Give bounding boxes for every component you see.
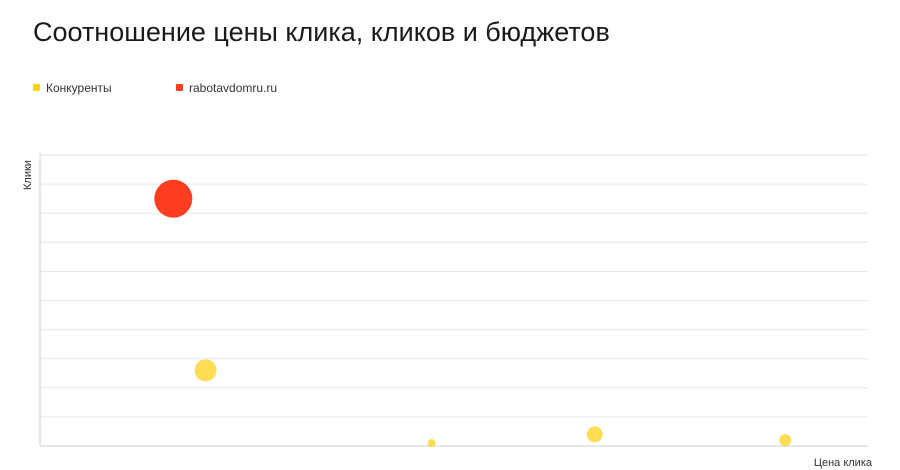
bubble-point[interactable]: [194, 359, 217, 382]
bubble-point[interactable]: [154, 179, 193, 218]
bubble-point[interactable]: [779, 434, 792, 447]
legend-swatch-competitors: [33, 84, 40, 92]
bubble-point[interactable]: [586, 426, 603, 443]
legend-item-site[interactable]: rabotavdomru.ru: [176, 80, 277, 96]
legend-label-competitors: Конкуренты: [46, 81, 112, 95]
legend-swatch-site: [176, 84, 183, 92]
chart-title: Соотношение цены клика, кликов и бюджето…: [33, 17, 610, 47]
x-axis-label: Цена клика: [813, 457, 872, 469]
bubble-point[interactable]: [427, 439, 436, 448]
legend-label-site: rabotavdomru.ru: [189, 81, 278, 95]
legend-item-competitors[interactable]: Конкуренты: [33, 80, 112, 96]
